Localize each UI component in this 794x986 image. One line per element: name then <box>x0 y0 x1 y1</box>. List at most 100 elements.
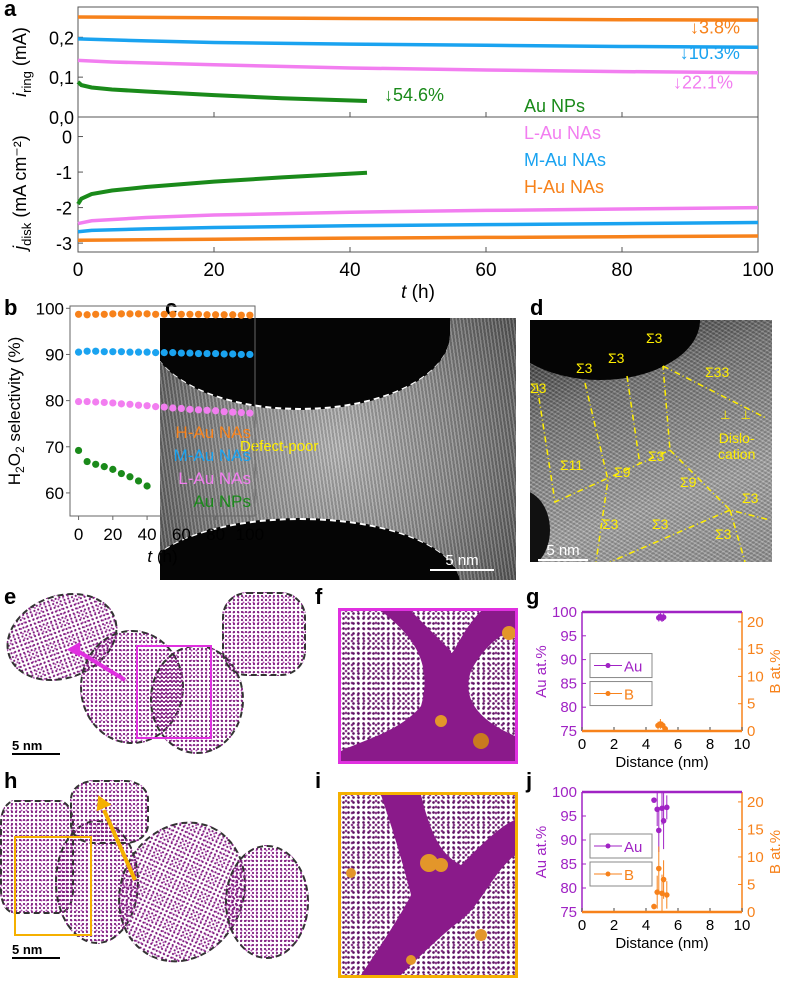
apt-map-h: 5 nm <box>0 780 310 984</box>
y-tick-label: 0,1 <box>49 68 74 88</box>
dark-region <box>530 490 550 562</box>
y-tick-label-left: 80 <box>560 699 577 716</box>
data-point-NP <box>100 463 108 471</box>
data-point-B <box>651 903 657 910</box>
data-point-NP <box>109 465 117 473</box>
y-axis-label-left: Au at.% <box>533 826 550 879</box>
data-point-H <box>229 311 237 319</box>
legend-marker <box>605 871 611 877</box>
x-axis-label-unit: (h) <box>152 547 178 566</box>
x-tick-label: 10 <box>734 736 751 753</box>
y-axis-label-var: j <box>10 245 30 253</box>
isosurface <box>341 611 515 761</box>
particle <box>70 780 149 844</box>
data-point-B <box>660 876 667 883</box>
data-point-L <box>117 400 125 408</box>
particle <box>225 845 309 959</box>
y-axis-label: H2O2 selectivity (%) <box>5 337 27 485</box>
boron-cluster <box>435 715 447 727</box>
x-axis-label-unit: (h) <box>406 282 435 303</box>
x-tick-label: 6 <box>674 917 682 934</box>
data-point-H <box>246 311 254 319</box>
data-point-B <box>656 865 662 872</box>
legend-entry: Au <box>624 659 642 676</box>
boundary-label: Σ3 <box>715 526 732 542</box>
data-point-H <box>169 310 177 318</box>
apt-map-e: 5 nm <box>0 578 310 765</box>
y-tick-label-left: 85 <box>560 856 577 873</box>
decrease-annotation: ↓10.3% <box>680 43 740 63</box>
series-line-M <box>77 220 759 234</box>
panel-label-a: a <box>4 0 17 21</box>
boundary-label: Σ3 <box>608 350 625 366</box>
particle <box>222 592 306 676</box>
y-tick-label: 60 <box>45 484 64 503</box>
panel-label-d: d <box>530 295 544 320</box>
defect-poor-label: Defect-poor <box>240 438 319 455</box>
data-point-Au <box>664 804 670 811</box>
y-tick-label-right: 20 <box>747 794 764 811</box>
y-tick-label-left: 75 <box>560 723 577 740</box>
boundary-label: Σ3 <box>742 490 759 506</box>
data-point-H <box>134 310 143 318</box>
data-point-L <box>152 403 160 411</box>
data-point-H <box>143 310 151 318</box>
data-point-L <box>74 397 83 406</box>
data-point-L <box>177 404 185 413</box>
boron-cluster <box>475 929 487 941</box>
y-axis-label-sub: 2 <box>13 446 27 453</box>
data-point-NP <box>74 446 83 455</box>
data-point-L <box>143 402 151 410</box>
boundary-label: Σ9 <box>680 474 697 490</box>
x-tick-label: 8 <box>706 917 714 934</box>
decrease-annotation: ↓22.1% <box>673 72 733 92</box>
boron-cluster <box>434 858 448 872</box>
data-point-NP <box>143 482 151 490</box>
scale-bar: 5 nm <box>12 738 60 755</box>
panel-label-i: i <box>315 768 322 793</box>
legend-entry: Au <box>624 839 642 856</box>
data-point-M <box>169 349 177 357</box>
x-tick-label: 0 <box>578 917 586 934</box>
data-point-NP <box>117 469 125 478</box>
boron-cluster <box>502 626 515 640</box>
y-axis-label-right: B at.% <box>767 830 784 874</box>
data-point-H <box>212 311 220 319</box>
x-tick-label: 4 <box>642 917 650 934</box>
data-point-L <box>160 403 168 411</box>
apt-zoom-i <box>338 792 518 978</box>
scale-bar: 5 nm <box>12 942 60 959</box>
x-tick-label: 4 <box>642 736 650 753</box>
data-point-M <box>229 350 237 358</box>
y-tick-label-right: 0 <box>747 904 755 921</box>
panel-label-j: j <box>526 768 533 793</box>
data-point-H <box>117 310 125 318</box>
data-point-NP <box>92 460 100 468</box>
x-axis-label-var: t <box>401 282 407 303</box>
boundary-label: Σ9 <box>614 464 631 480</box>
x-tick-label: 20 <box>103 525 122 544</box>
x-tick-label: 2 <box>610 917 618 934</box>
data-point-L <box>246 409 254 417</box>
data-point-H <box>194 310 203 318</box>
x-tick-label: 60 <box>172 525 191 544</box>
x-axis-label-var: t <box>147 547 153 566</box>
tem-image-defect-poor: Defect-poor 5 nm <box>160 318 516 580</box>
y-tick-label-left: 90 <box>560 832 577 849</box>
y-tick-label: 70 <box>45 438 64 457</box>
data-point-M <box>83 347 91 355</box>
boundary-label: Σ3 <box>602 516 619 532</box>
data-point-H <box>203 311 211 319</box>
x-axis-label: Distance (nm) <box>615 935 708 952</box>
y-tick-label: 0,2 <box>49 28 74 48</box>
x-tick-label: 0 <box>73 260 84 281</box>
x-tick-label: 8 <box>706 736 714 753</box>
x-axis-label: t (h) <box>401 282 435 303</box>
boron-cluster <box>420 854 438 872</box>
series-line-NP <box>76 170 368 206</box>
x-tick-label: 6 <box>674 736 682 753</box>
plot-frame-a <box>77 6 759 253</box>
data-point-H <box>83 311 91 319</box>
y-axis-label-part: selectivity (%) <box>5 337 24 447</box>
y-axis-label-sub: 2 <box>13 466 27 473</box>
